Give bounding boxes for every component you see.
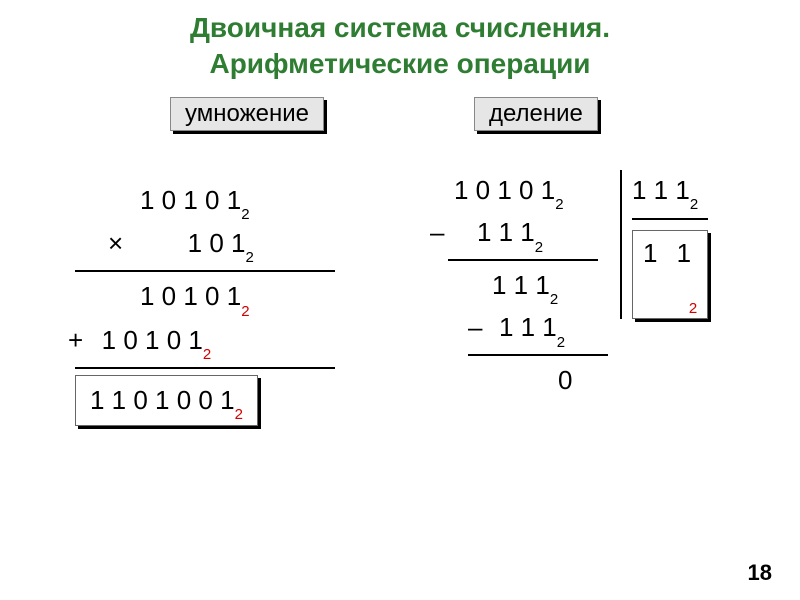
base-subscript: 2	[550, 291, 558, 308]
div-step2-subtrahend: 1 1 1	[499, 312, 557, 342]
minus-operator: –	[430, 217, 444, 247]
mult-operand-1: 1 0 1 0 1	[140, 185, 241, 215]
div-step1-subtrahend: 1 1 1	[477, 217, 535, 247]
dividend: 1 0 1 0 1	[454, 175, 555, 205]
mult-result: 1 1 0 1 0 0 1	[90, 385, 235, 415]
title-line-1: Двоичная система счисления.	[190, 12, 610, 43]
plus-operator: +	[68, 325, 83, 355]
title-line-2: Арифметические операции	[209, 48, 590, 79]
multiply-operator: ×	[108, 228, 123, 258]
partial-product-2: 1 0 1 0 1	[102, 325, 203, 355]
mult-operand-2: 1 0 1	[188, 228, 246, 258]
rule-line	[468, 354, 608, 356]
base-subscript-red: 2	[235, 406, 243, 423]
base-subscript-red: 2	[203, 346, 211, 363]
div-step2-remainder: 1 1 1	[492, 270, 550, 300]
base-subscript-red: 2	[689, 300, 697, 317]
base-subscript: 2	[690, 196, 698, 213]
page-number: 18	[748, 560, 772, 586]
divisor: 1 1 1	[632, 175, 690, 205]
div-final-remainder: 0	[558, 365, 572, 395]
base-subscript: 2	[241, 206, 249, 223]
base-subscript: 2	[535, 239, 543, 256]
slide-title: Двоичная система счисления. Арифметическ…	[0, 0, 800, 83]
quotient: 1 1	[643, 238, 697, 268]
base-subscript-red: 2	[241, 303, 249, 320]
mult-result-box: 1 1 0 1 0 0 12	[75, 375, 258, 426]
rule-line	[75, 367, 335, 369]
rule-line	[75, 270, 335, 272]
multiplication-example: 1 0 1 0 12 × 1 0 12 1 0 1 0 12 + 1 0 1 0…	[60, 180, 335, 426]
rule-line	[448, 259, 598, 261]
partial-product-1: 1 0 1 0 1	[140, 281, 241, 311]
base-subscript: 2	[555, 196, 563, 213]
multiplication-label: умножение	[170, 97, 324, 131]
division-label: деление	[474, 97, 598, 131]
section-labels: умножение деление	[0, 97, 800, 131]
division-bracket: 1 1 12 1 1 2	[620, 170, 708, 319]
quotient-box: 1 1 2	[632, 230, 708, 319]
minus-operator: –	[468, 312, 482, 342]
division-example: 1 0 1 0 12 – 1 1 12 1 1 12 – 1 1 12 0	[430, 170, 708, 400]
base-subscript: 2	[245, 249, 253, 266]
base-subscript: 2	[557, 334, 565, 351]
